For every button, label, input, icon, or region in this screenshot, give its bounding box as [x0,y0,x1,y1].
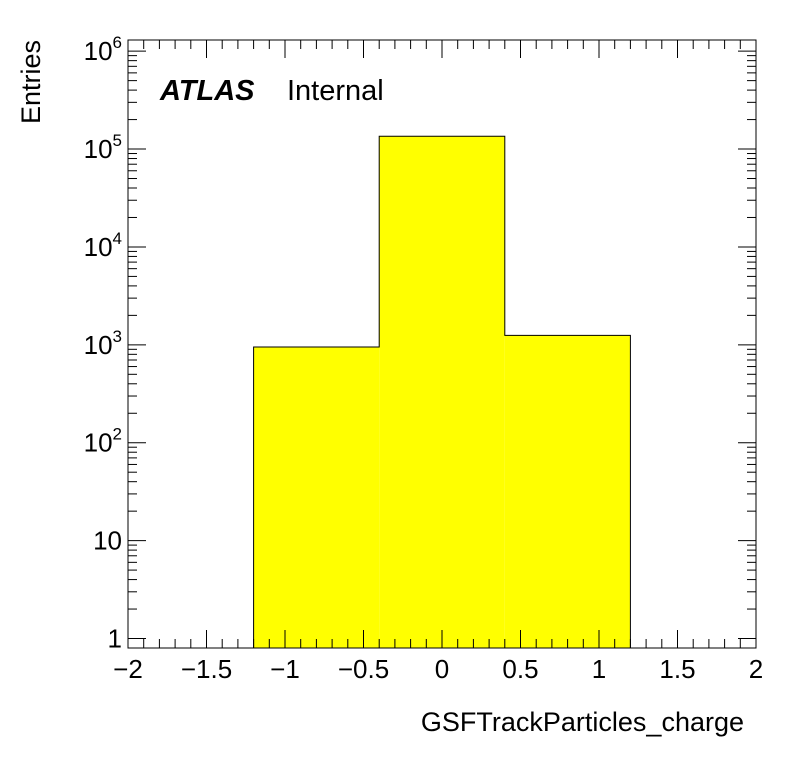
y-tick-labels: 1 10 102 103 104 105 106 [84,33,122,653]
y-tick-label: 1 [108,624,122,654]
histogram-bar [504,335,631,648]
y-tick-label: 104 [84,229,122,262]
y-tick-label: 10 [93,526,122,556]
y-axis-title: Entries [16,40,46,124]
x-tick-label: 0.5 [502,654,538,684]
x-axis-title: GSFTrackParticles_charge [421,707,744,737]
atlas-label: ATLAS [159,75,255,107]
y-tick-label: 102 [84,425,122,458]
x-tick-label: 1 [592,654,606,684]
x-tick-label: 2 [749,654,763,684]
internal-label: Internal [287,75,384,107]
y-tick-label: 103 [84,327,122,360]
histogram-outline [253,135,631,648]
y-tick-label: 106 [84,33,122,66]
histogram-bar [253,347,380,648]
axis-ticks [127,40,757,648]
plot-frame [127,39,757,649]
x-tick-label: −2 [113,654,143,684]
x-tick-label: 0 [435,654,449,684]
histogram-bar [379,136,505,648]
x-tick-label: 1.5 [659,654,695,684]
x-tick-labels: −2 −1.5 −1 −0.5 0 0.5 1 1.5 2 [113,654,763,684]
histogram-bars [253,135,631,648]
y-tick-label: 105 [84,131,122,164]
x-tick-label: −1 [270,654,300,684]
x-tick-label: −0.5 [338,654,389,684]
x-tick-label: −1.5 [181,654,232,684]
